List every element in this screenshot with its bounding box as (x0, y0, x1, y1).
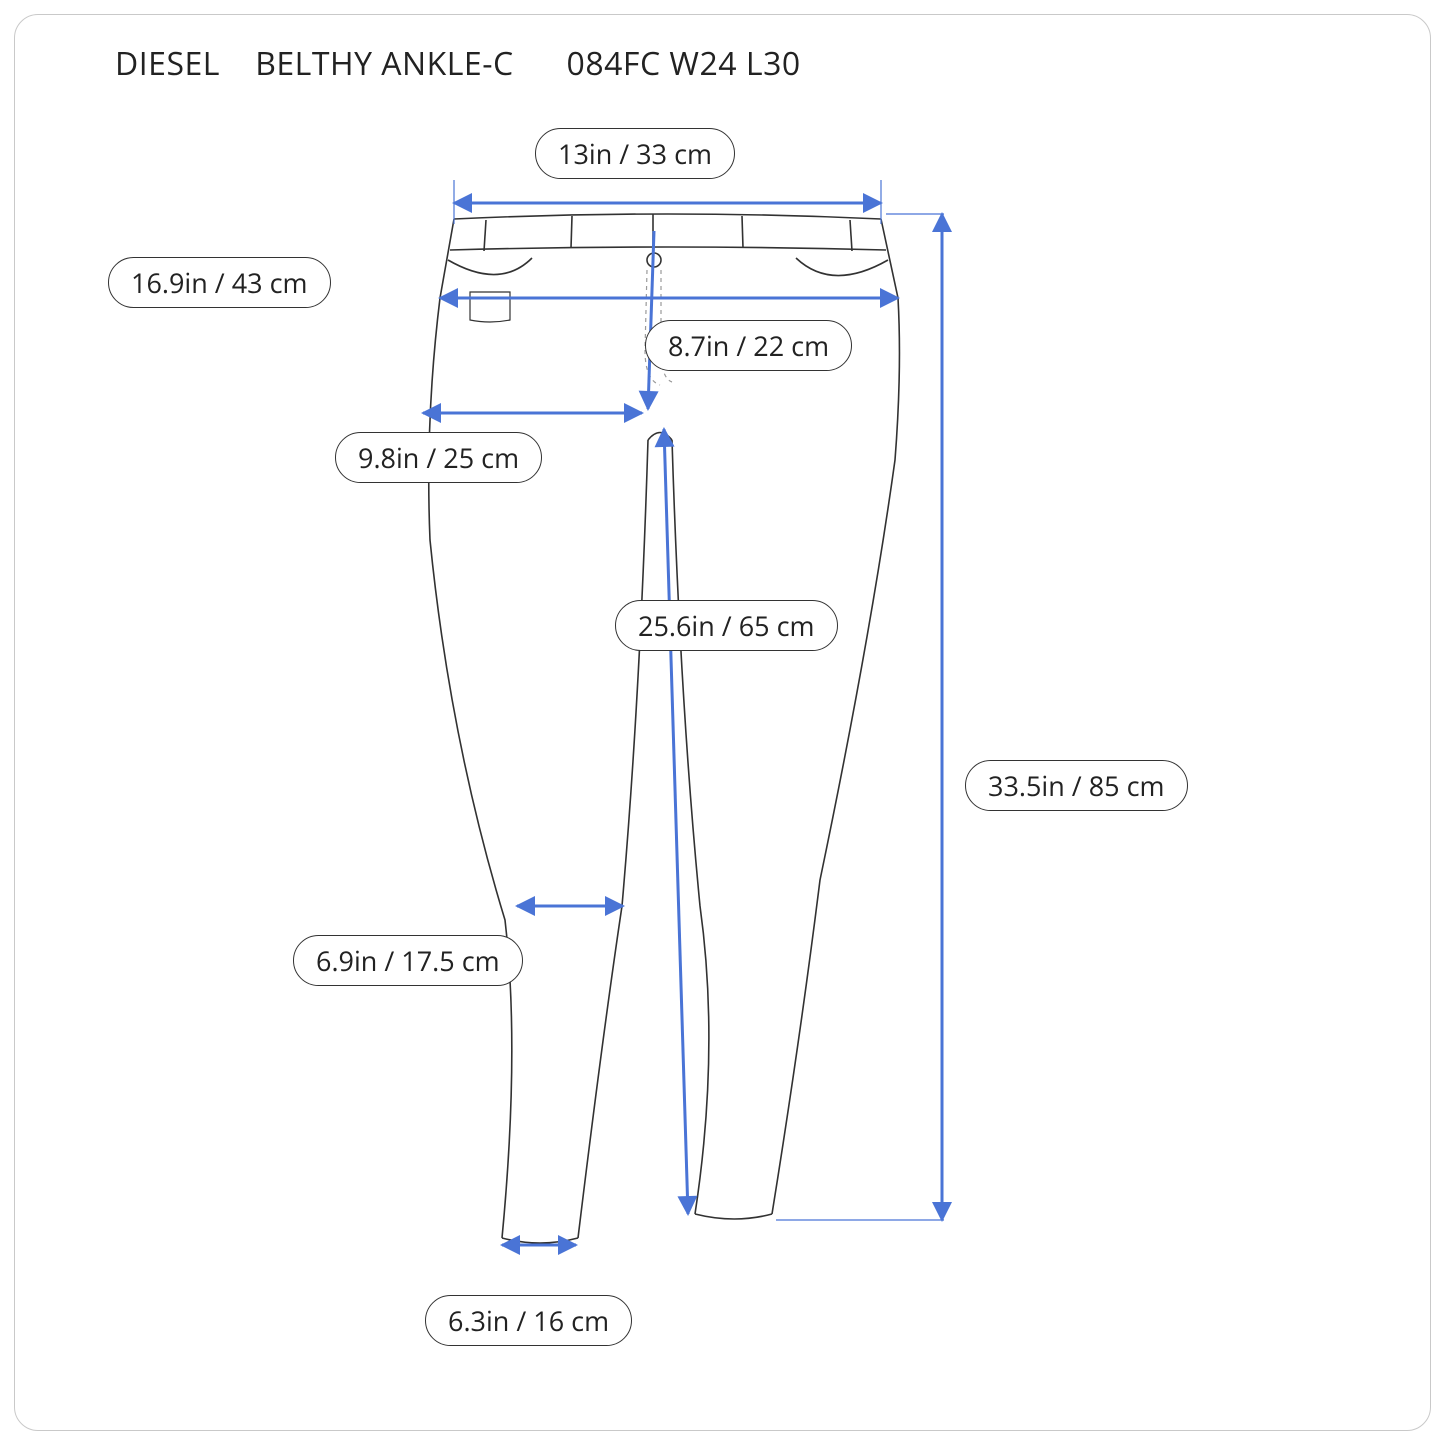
rise-measurement: 8.7in / 22 cm (645, 320, 852, 371)
waist-measurement: 13in / 33 cm (535, 128, 735, 179)
measurement-diagram (0, 0, 1445, 1445)
inseam-measurement: 25.6in / 65 cm (615, 600, 838, 651)
rise-arrow (648, 231, 654, 409)
hip-measurement: 16.9in / 43 cm (108, 257, 331, 308)
thigh-measurement: 9.8in / 25 cm (335, 432, 542, 483)
outseam-measurement: 33.5in / 85 cm (965, 760, 1188, 811)
knee-measurement: 6.9in / 17.5 cm (293, 935, 523, 986)
hem-measurement: 6.3in / 16 cm (425, 1295, 632, 1346)
